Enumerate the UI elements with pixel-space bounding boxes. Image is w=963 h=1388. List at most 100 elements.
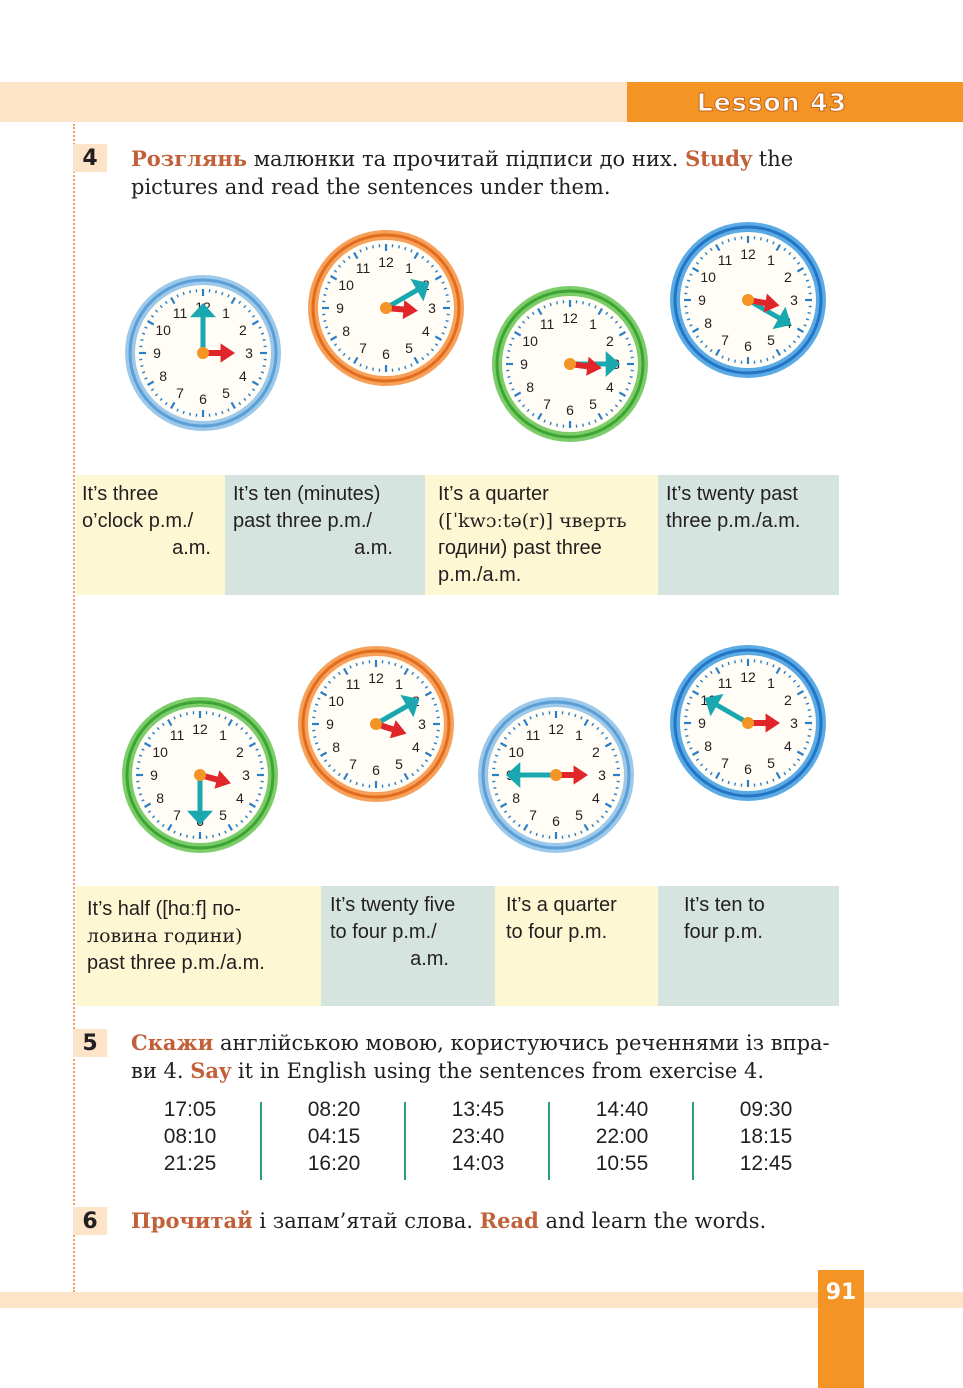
clock-number: 7 (173, 807, 181, 823)
column-divider (692, 1102, 694, 1180)
times-column: 14:40 22:00 10:55 (550, 1096, 694, 1180)
clock-number: 1 (767, 675, 775, 691)
clock-number: 11 (718, 675, 733, 691)
verb-uk: Прочитай (131, 1208, 253, 1233)
column-divider (404, 1102, 406, 1180)
clock-number: 3 (418, 716, 426, 732)
exercise-4-number: 4 (73, 144, 107, 172)
clock-number: 3 (242, 767, 250, 783)
clock-number: 2 (239, 322, 247, 338)
clock-number: 12 (740, 246, 756, 262)
exercise-4-instruction: Розглянь малюнки та прочитай підписи до … (131, 146, 794, 199)
caption-ten-to-four: It’s ten to four p.m. (658, 886, 839, 1006)
times-table: 17:05 08:10 21:25 08:20 04:15 16:20 13:4… (118, 1096, 838, 1180)
clock-center (742, 294, 754, 306)
clock-number: 2 (606, 333, 614, 349)
clock-number: 6 (199, 391, 207, 407)
clock-half-past-three: 121234567891011 (122, 697, 278, 853)
clock-ten-past-three: 121234567891011 (308, 230, 464, 386)
times-column: 09:30 18:15 12:45 (739, 1098, 793, 1175)
clock-number: 6 (744, 338, 752, 354)
page-number-tab: 91 (818, 1270, 864, 1388)
clock-center (564, 358, 576, 370)
clock-twenty-past-three: 121234567891011 (670, 222, 826, 378)
clock-number: 3 (245, 345, 253, 361)
clock-number: 8 (332, 739, 340, 755)
clock-number: 6 (566, 402, 574, 418)
clock-number: 2 (784, 269, 792, 285)
clock-number: 1 (405, 260, 413, 276)
clock-number: 12 (562, 310, 578, 326)
clock-number: 10 (155, 322, 171, 338)
caption-ten-past-three: It’s ten (minutes) past three p.m./ a.m. (225, 475, 425, 595)
clock-center (370, 718, 382, 730)
clock-number: 10 (700, 269, 716, 285)
clock-number: 11 (718, 252, 733, 268)
clock-number: 3 (790, 292, 798, 308)
clock-number: 11 (526, 727, 541, 743)
clock-center (380, 302, 392, 314)
clock-number: 8 (512, 790, 520, 806)
clock-center (550, 769, 562, 781)
times-column: 08:20 04:15 16:20 (262, 1096, 406, 1180)
verb-en: Read (479, 1208, 539, 1233)
clock-number: 7 (721, 755, 729, 771)
lesson-title: Lesson 43 (696, 87, 847, 117)
clock-number: 4 (239, 368, 247, 384)
clock-center (194, 769, 206, 781)
verb-en: Say (190, 1058, 232, 1083)
clock-number: 4 (784, 738, 792, 754)
clock-number: 1 (219, 727, 227, 743)
clock-number: 4 (592, 790, 600, 806)
clock-number: 5 (219, 807, 227, 823)
clock-number: 8 (342, 323, 350, 339)
times-column: 17:05 08:10 21:25 (118, 1096, 262, 1180)
exercise-5-instruction: Скажи англійською мовою, користуючись ре… (131, 1030, 830, 1083)
clock-number: 5 (222, 385, 230, 401)
clock-center (197, 347, 209, 359)
clock-number: 11 (540, 316, 555, 332)
clock-number: 5 (575, 807, 583, 823)
clock-number: 6 (372, 762, 380, 778)
clock-number: 1 (589, 316, 597, 332)
clock-number: 7 (721, 332, 729, 348)
clock-number: 7 (176, 385, 184, 401)
clock-number: 5 (395, 756, 403, 772)
clock-twenty-five-to-four: 121234567891011 (298, 646, 454, 802)
clock-number: 8 (156, 790, 164, 806)
caption-twenty-past-three: It’s twenty past three p.m./a.m. (658, 475, 839, 595)
clock-number: 1 (575, 727, 583, 743)
clock-number: 6 (744, 761, 752, 777)
clock-number: 9 (153, 345, 161, 361)
minute-hand (712, 700, 750, 726)
clock-center (742, 717, 754, 729)
clock-number: 8 (704, 738, 712, 754)
clock-number: 9 (150, 767, 158, 783)
page-number: 91 (825, 1280, 857, 1305)
caption-three-oclock: It’s three o’clock p.m./ a.m. (76, 475, 225, 595)
minute-hand (374, 701, 412, 727)
margin-dotted-line (73, 124, 75, 1292)
clock-number: 5 (405, 340, 413, 356)
exercise-6-number: 6 (73, 1207, 107, 1235)
footer-band (0, 1292, 963, 1308)
clock-number: 2 (236, 744, 244, 760)
clock-number: 9 (698, 292, 706, 308)
clock-number: 8 (526, 379, 534, 395)
clock-number: 10 (328, 693, 344, 709)
clock-number: 9 (336, 300, 344, 316)
clock-number: 9 (698, 715, 706, 731)
clock-number: 3 (428, 300, 436, 316)
clock-number: 8 (159, 368, 167, 384)
clock-number: 4 (236, 790, 244, 806)
caption-half-past-three: It’s half ([hɑːf] по- ловина години) pas… (76, 886, 321, 1006)
clock-number: 10 (152, 744, 168, 760)
verb-en: Study (685, 146, 753, 171)
column-divider (548, 1102, 550, 1180)
clock-number: 5 (767, 332, 775, 348)
clock-number: 11 (346, 676, 361, 692)
clock-number: 4 (422, 323, 430, 339)
clock-number: 5 (767, 755, 775, 771)
column-divider (260, 1102, 262, 1180)
verb-uk: Скажи (131, 1030, 214, 1055)
